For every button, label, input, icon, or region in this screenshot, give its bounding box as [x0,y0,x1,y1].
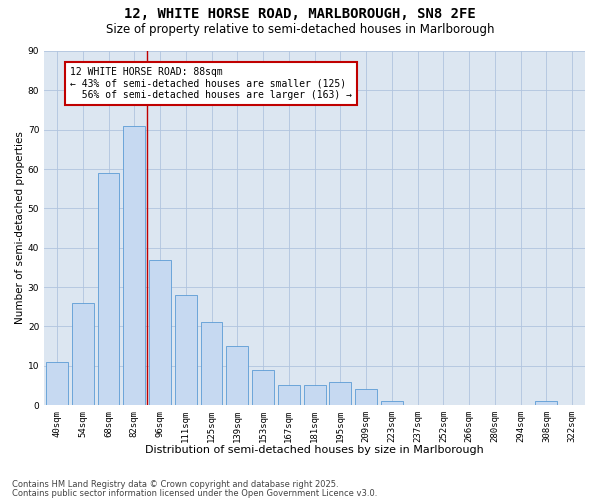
X-axis label: Distribution of semi-detached houses by size in Marlborough: Distribution of semi-detached houses by … [145,445,484,455]
Bar [304,386,326,405]
Text: 12, WHITE HORSE ROAD, MARLBOROUGH, SN8 2FE: 12, WHITE HORSE ROAD, MARLBOROUGH, SN8 2… [124,8,476,22]
Bar [252,370,274,405]
Text: 12 WHITE HORSE ROAD: 88sqm
← 43% of semi-detached houses are smaller (125)
  56%: 12 WHITE HORSE ROAD: 88sqm ← 43% of semi… [70,66,352,100]
Bar [72,303,94,405]
Bar [381,401,403,405]
Bar [278,386,300,405]
Bar [46,362,68,405]
Bar [175,295,197,405]
Bar [124,126,145,405]
Bar [355,390,377,405]
Y-axis label: Number of semi-detached properties: Number of semi-detached properties [15,132,25,324]
Bar [200,322,223,405]
Bar [149,260,171,405]
Bar [98,173,119,405]
Text: Contains HM Land Registry data © Crown copyright and database right 2025.: Contains HM Land Registry data © Crown c… [12,480,338,489]
Text: Size of property relative to semi-detached houses in Marlborough: Size of property relative to semi-detach… [106,22,494,36]
Text: Contains public sector information licensed under the Open Government Licence v3: Contains public sector information licen… [12,488,377,498]
Bar [226,346,248,405]
Bar [535,401,557,405]
Bar [329,382,351,405]
